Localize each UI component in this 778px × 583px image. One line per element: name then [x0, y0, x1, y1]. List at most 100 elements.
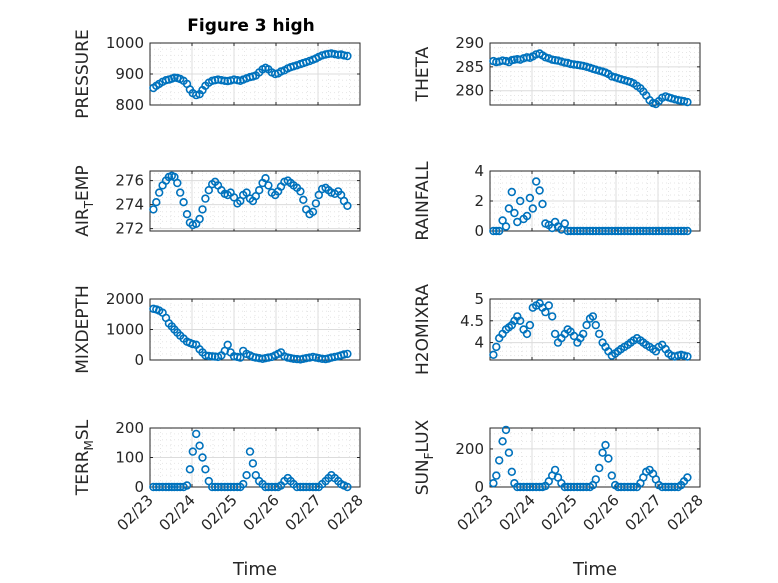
- y-tick-label: 4: [474, 334, 484, 352]
- data-point: [334, 50, 343, 59]
- data-point: [192, 429, 201, 439]
- data-point: [507, 187, 516, 197]
- data-point: [522, 211, 532, 221]
- data-point: [251, 471, 261, 480]
- subplot-6: 4 4.5 5 H2OMIXRA: [413, 284, 701, 375]
- data-point: [492, 471, 501, 480]
- data-point: [507, 467, 516, 476]
- data-point: [550, 465, 560, 475]
- data-point: [591, 320, 600, 330]
- data-point: [195, 214, 204, 224]
- data-point: [582, 320, 591, 330]
- data-point: [182, 481, 192, 490]
- data-point: [264, 181, 273, 190]
- data-point: [204, 476, 214, 486]
- subplot-4: 0 2 4 RAINFALL: [413, 161, 701, 241]
- data-point: [339, 51, 349, 60]
- data-point: [155, 188, 164, 197]
- data-point: [204, 186, 214, 195]
- data-point: [501, 425, 511, 435]
- data-point: [560, 482, 569, 492]
- x-tick-label: 02/24: [496, 491, 539, 534]
- data-point: [591, 475, 600, 484]
- x-tick-label: 02/27: [282, 491, 325, 534]
- data-point: [245, 447, 255, 456]
- data-point: [535, 186, 544, 195]
- plot-frame: [489, 42, 701, 106]
- data-point: [594, 329, 604, 339]
- plot-frame: [489, 298, 701, 361]
- data-point: [198, 453, 207, 462]
- subplot-7: 0 100 200 TERRMSL 02/2302/2402/2502/2602/270…: [73, 419, 367, 580]
- data-point: [492, 342, 501, 352]
- x-tick-label: 02/25: [198, 491, 241, 534]
- y-tick-label: 280: [455, 82, 484, 100]
- y-tick-label: 2000: [106, 290, 144, 308]
- data-point: [176, 188, 185, 197]
- data-point: [683, 473, 692, 482]
- subplot-3: 272 274 276 AIRTEMP: [73, 165, 361, 238]
- data-point: [261, 174, 270, 183]
- series-markers: [489, 177, 692, 236]
- y-tick-label: 100: [115, 449, 144, 467]
- data-point: [504, 204, 514, 213]
- data-point: [492, 226, 501, 236]
- data-point: [522, 482, 532, 492]
- data-point: [170, 482, 179, 492]
- data-point: [544, 301, 553, 310]
- data-point: [242, 471, 251, 480]
- data-point: [201, 465, 210, 474]
- y-axis-label: PRESSURE: [73, 29, 93, 118]
- data-point: [314, 190, 323, 200]
- series-markers: [149, 49, 352, 100]
- data-point: [161, 482, 171, 492]
- data-point: [604, 454, 613, 463]
- y-tick-label: 290: [455, 34, 484, 52]
- data-point: [296, 187, 305, 196]
- y-tick-label: 0: [474, 222, 484, 240]
- y-axis-label: RAINFALL: [413, 161, 433, 241]
- x-tick-label: 02/23: [454, 491, 497, 534]
- data-point: [489, 479, 498, 488]
- data-point: [182, 210, 192, 219]
- data-point: [661, 482, 670, 492]
- x-tick-label: 02/28: [324, 491, 367, 534]
- data-point: [220, 482, 230, 492]
- data-point: [311, 199, 321, 208]
- plot-frame: [149, 427, 361, 488]
- y-tick-label: 1000: [106, 321, 144, 339]
- y-axis-label: THETA: [413, 46, 433, 102]
- data-point: [623, 226, 632, 236]
- data-point: [239, 479, 248, 489]
- data-point: [522, 329, 532, 339]
- data-point: [515, 316, 525, 325]
- y-tick-label: 276: [115, 172, 144, 190]
- data-point: [255, 186, 264, 195]
- data-point: [343, 51, 352, 61]
- data-point: [185, 465, 195, 474]
- data-point: [229, 193, 239, 202]
- data-point: [573, 226, 582, 236]
- data-point: [683, 97, 692, 107]
- data-point: [679, 96, 689, 106]
- data-point: [152, 198, 161, 207]
- data-point: [578, 329, 588, 339]
- data-point: [550, 329, 560, 339]
- series-markers: [149, 171, 352, 230]
- data-point: [598, 448, 607, 457]
- data-point: [296, 482, 305, 492]
- data-point: [495, 226, 504, 236]
- series-markers: [489, 299, 692, 361]
- data-point: [528, 204, 537, 213]
- data-point: [629, 482, 638, 492]
- data-point: [343, 349, 352, 359]
- data-point: [173, 178, 182, 188]
- subplot-1: 800 900 1000 PRESSURE: [73, 29, 361, 119]
- data-point: [504, 448, 514, 457]
- x-tick-label: 02/24: [156, 491, 199, 534]
- data-point: [560, 219, 569, 228]
- data-point: [679, 226, 689, 236]
- data-point: [220, 76, 230, 86]
- data-point: [308, 207, 318, 217]
